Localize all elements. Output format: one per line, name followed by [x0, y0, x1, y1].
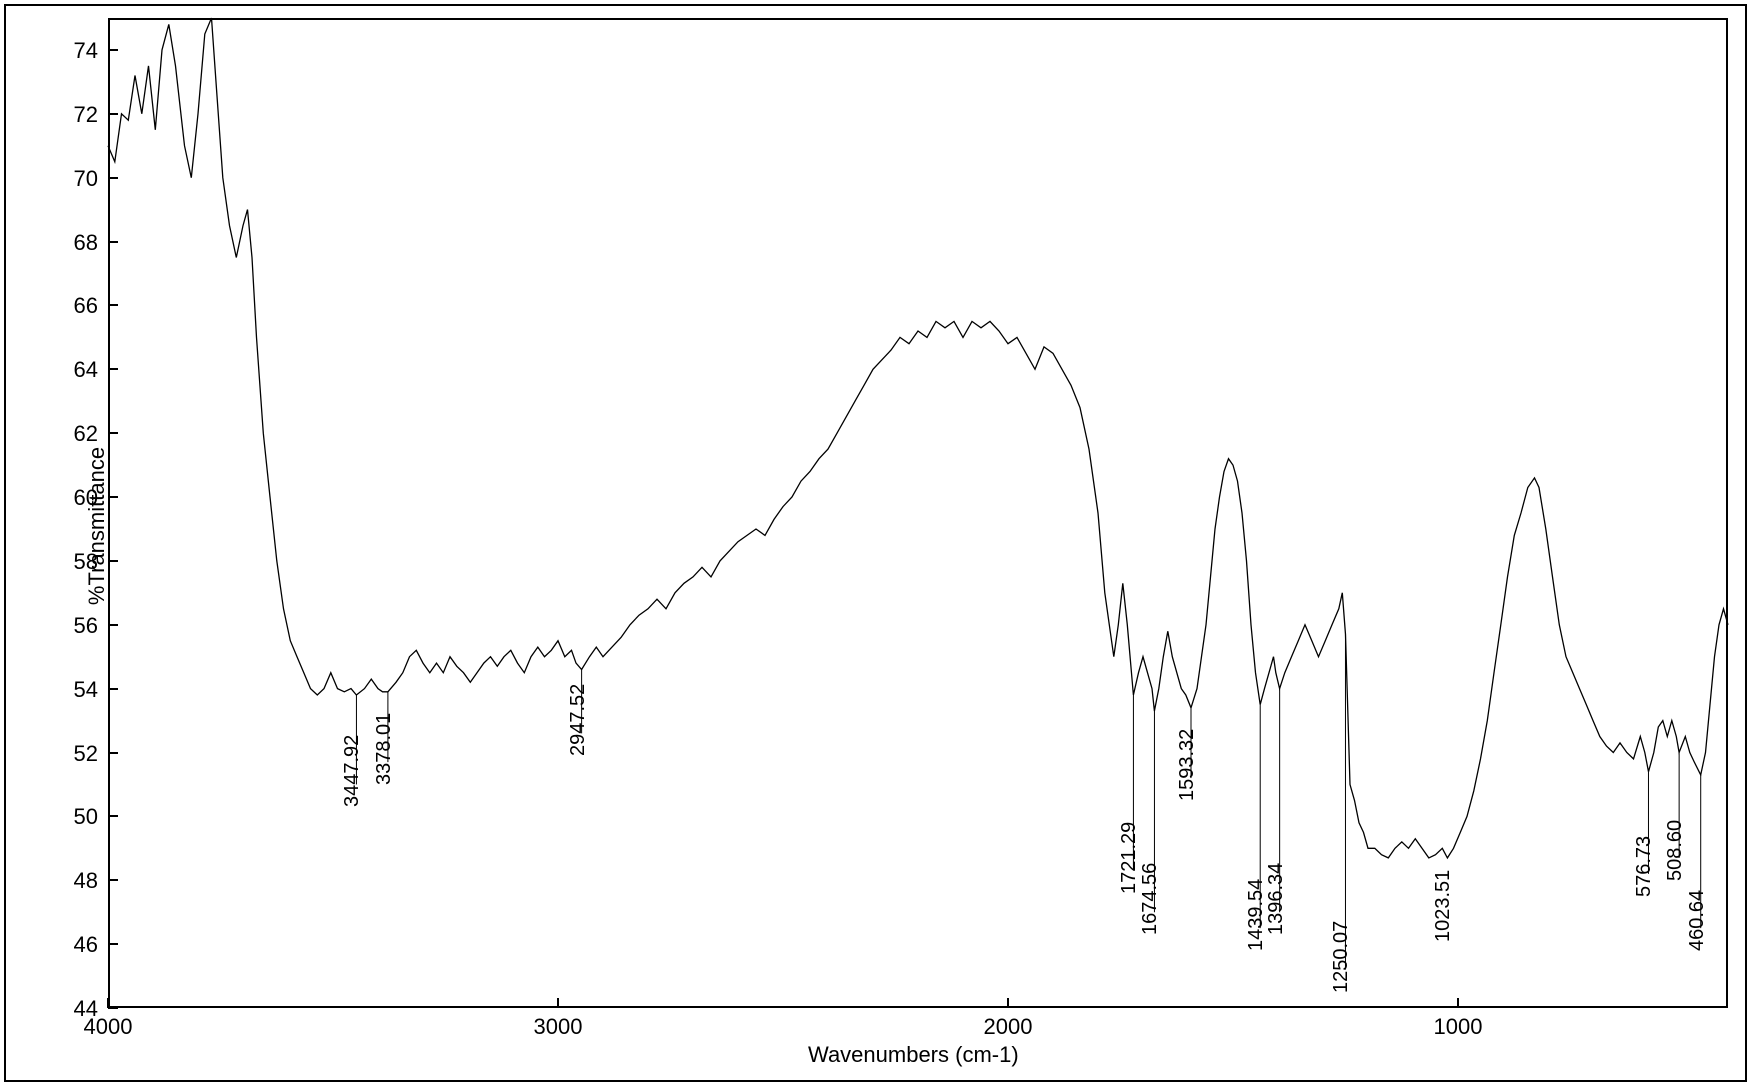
peak-label: 1593.32 — [1176, 729, 1199, 801]
peak-label: 1674.56 — [1139, 863, 1162, 935]
peak-label: 3447.92 — [341, 735, 364, 807]
peak-label: 508.60 — [1664, 820, 1687, 881]
peak-label: 1396.34 — [1265, 863, 1288, 935]
peak-label: 2947.52 — [567, 684, 590, 756]
peak-label: 1250.07 — [1330, 920, 1353, 992]
peak-label: 1023.51 — [1432, 869, 1455, 941]
peak-label: 576.73 — [1633, 836, 1656, 897]
peak-label: 3378.01 — [373, 713, 396, 785]
peak-label: 460.64 — [1686, 890, 1709, 951]
spectrum-line — [0, 0, 1753, 1088]
peak-label: 1721.29 — [1118, 821, 1141, 893]
